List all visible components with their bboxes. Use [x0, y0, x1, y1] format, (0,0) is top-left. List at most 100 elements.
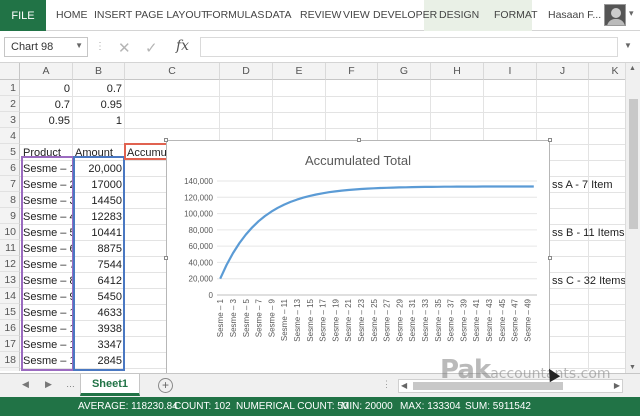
tab-format[interactable]: FORMAT: [494, 9, 538, 21]
column-header-j[interactable]: J: [537, 63, 589, 80]
tab-data[interactable]: DATA: [265, 9, 292, 21]
resize-handle[interactable]: [357, 138, 361, 142]
cell-product[interactable]: Sesme – 1: [21, 369, 73, 371]
cell-product[interactable]: Sesme – 4: [23, 211, 73, 223]
cell-b2[interactable]: 0.95: [100, 99, 122, 111]
chevron-down-icon[interactable]: ▾: [629, 8, 634, 18]
row-header-19[interactable]: 19: [0, 368, 20, 371]
cell-product[interactable]: Sesme – 6: [23, 243, 73, 255]
add-sheet-icon[interactable]: +: [158, 378, 173, 393]
resize-handle[interactable]: [548, 256, 552, 260]
cell-amount[interactable]: 20,000: [88, 163, 122, 175]
cell-product[interactable]: Sesme – 1: [23, 355, 73, 367]
cell-product[interactable]: Sesme – 7: [23, 259, 73, 271]
cell-product[interactable]: Sesme – 2: [23, 179, 73, 191]
next-sheet-icon[interactable]: ▶: [45, 379, 52, 389]
cell-amount[interactable]: 8875: [97, 243, 122, 255]
row-header-3[interactable]: 3: [0, 112, 20, 128]
cell-j13-class-c[interactable]: ss C - 32 Itemsl: [552, 275, 625, 287]
cell-amount[interactable]: 10441: [91, 227, 122, 239]
row-header-16[interactable]: 16: [0, 320, 20, 336]
cell-product[interactable]: Sesme – 8: [23, 275, 73, 287]
cell-a5-product[interactable]: Product: [23, 147, 61, 159]
cell-amount[interactable]: 3938: [97, 323, 122, 335]
tab-page-layout[interactable]: PAGE LAYOUT: [135, 9, 208, 21]
chevron-down-icon[interactable]: ▼: [75, 41, 83, 50]
cell-amount[interactable]: 5450: [97, 291, 122, 303]
tab-insert[interactable]: INSERT: [94, 9, 133, 21]
resize-handle[interactable]: [164, 138, 168, 142]
resize-handle[interactable]: [164, 256, 168, 260]
tab-review[interactable]: REVIEW: [300, 9, 342, 21]
cell-j7-class-a[interactable]: ss A - 7 Item: [552, 179, 613, 191]
column-header-f[interactable]: F: [326, 63, 378, 80]
tab-developer[interactable]: DEVELOPER: [373, 9, 438, 21]
cell-b5-amount[interactable]: Amount: [75, 147, 113, 159]
scroll-down-icon[interactable]: ▼: [629, 364, 636, 371]
avatar[interactable]: [604, 4, 626, 26]
cell-b3[interactable]: 1: [115, 115, 122, 127]
cell-product[interactable]: Sesme – 5: [23, 227, 73, 239]
cell-product[interactable]: Sesme – 1: [23, 339, 73, 351]
chart-title[interactable]: Accumulated Total: [305, 153, 411, 168]
column-header-b[interactable]: B: [73, 63, 125, 80]
cell-a2[interactable]: 0.7: [54, 99, 70, 111]
vertical-scrollbar[interactable]: ▲ ▼: [625, 63, 640, 373]
status-count[interactable]: COUNT: 102: [174, 401, 231, 412]
status-sum[interactable]: SUM: 5911542: [465, 401, 531, 412]
prev-sheet-icon[interactable]: ◀: [22, 379, 29, 389]
name-box[interactable]: Chart 98 ▼: [4, 37, 88, 57]
row-header-8[interactable]: 8: [0, 192, 20, 208]
scroll-right-icon[interactable]: ▶: [613, 381, 620, 390]
column-header-k[interactable]: K: [589, 63, 625, 80]
cell-a3[interactable]: 0.95: [48, 115, 70, 127]
column-header-g[interactable]: G: [378, 63, 431, 80]
insert-function-icon[interactable]: fx: [176, 38, 190, 54]
row-header-2[interactable]: 2: [0, 96, 20, 112]
scroll-up-icon[interactable]: ▲: [629, 65, 636, 72]
cell-product[interactable]: Sesme – 1: [23, 163, 73, 175]
scroll-left-icon[interactable]: ◀: [401, 381, 408, 390]
cell-amount[interactable]: 14450: [91, 195, 122, 207]
row-header-5[interactable]: 5: [0, 144, 20, 160]
tab-home[interactable]: HOME: [56, 9, 88, 21]
tab-menu-icon[interactable]: …: [66, 379, 75, 389]
resize-handle[interactable]: [548, 138, 552, 142]
scroll-thumb[interactable]: [629, 99, 638, 229]
file-tab[interactable]: FILE: [0, 0, 46, 31]
row-header-9[interactable]: 9: [0, 208, 20, 224]
row-header-10[interactable]: 10: [0, 224, 20, 240]
cell-product[interactable]: Sesme – 3: [23, 195, 73, 207]
scroll-thumb[interactable]: [413, 382, 563, 390]
cell-amount[interactable]: 6412: [97, 275, 122, 287]
status-average[interactable]: AVERAGE: 118230.84: [78, 401, 178, 412]
cell-product[interactable]: Sesme – 1: [23, 323, 73, 335]
chevron-down-icon[interactable]: ▼: [624, 41, 632, 50]
cell-b1[interactable]: 0.7: [106, 83, 122, 95]
check-icon[interactable]: ✓: [145, 40, 158, 57]
cell-j10-class-b[interactable]: ss B - 11 Itemsl: [552, 227, 625, 239]
row-header-12[interactable]: 12: [0, 256, 20, 272]
column-header-c[interactable]: C: [125, 63, 220, 80]
accumulated-total-chart[interactable]: Accumulated Total 0 20,000 40,000 60,000 80,…: [164, 138, 552, 376]
cancel-icon[interactable]: ✕: [118, 40, 131, 57]
row-header-11[interactable]: 11: [0, 240, 20, 256]
cell-c5-accumulated[interactable]: Accumu: [127, 147, 167, 159]
select-all-corner[interactable]: [0, 63, 20, 80]
cell-amount[interactable]: 12283: [91, 211, 122, 223]
column-header-i[interactable]: I: [484, 63, 537, 80]
tab-design[interactable]: DESIGN: [439, 9, 480, 21]
tab-splitter-icon[interactable]: ⋮: [382, 379, 391, 389]
formula-bar-grip-icon[interactable]: ⋮: [95, 41, 105, 52]
cell-product[interactable]: Sesme – 1: [23, 307, 73, 319]
column-header-d[interactable]: D: [220, 63, 273, 80]
horizontal-scrollbar[interactable]: ◀ ▶: [398, 379, 623, 393]
row-header-14[interactable]: 14: [0, 288, 20, 304]
cell-amount[interactable]: 4633: [97, 307, 122, 319]
cell-amount[interactable]: 7544: [97, 259, 122, 271]
tab-formulas[interactable]: FORMULAS: [206, 9, 265, 21]
row-header-4[interactable]: 4: [0, 128, 20, 144]
cell-product[interactable]: Sesme – 9: [23, 291, 73, 303]
column-header-e[interactable]: E: [273, 63, 326, 80]
tab-view[interactable]: VIEW: [343, 9, 370, 21]
